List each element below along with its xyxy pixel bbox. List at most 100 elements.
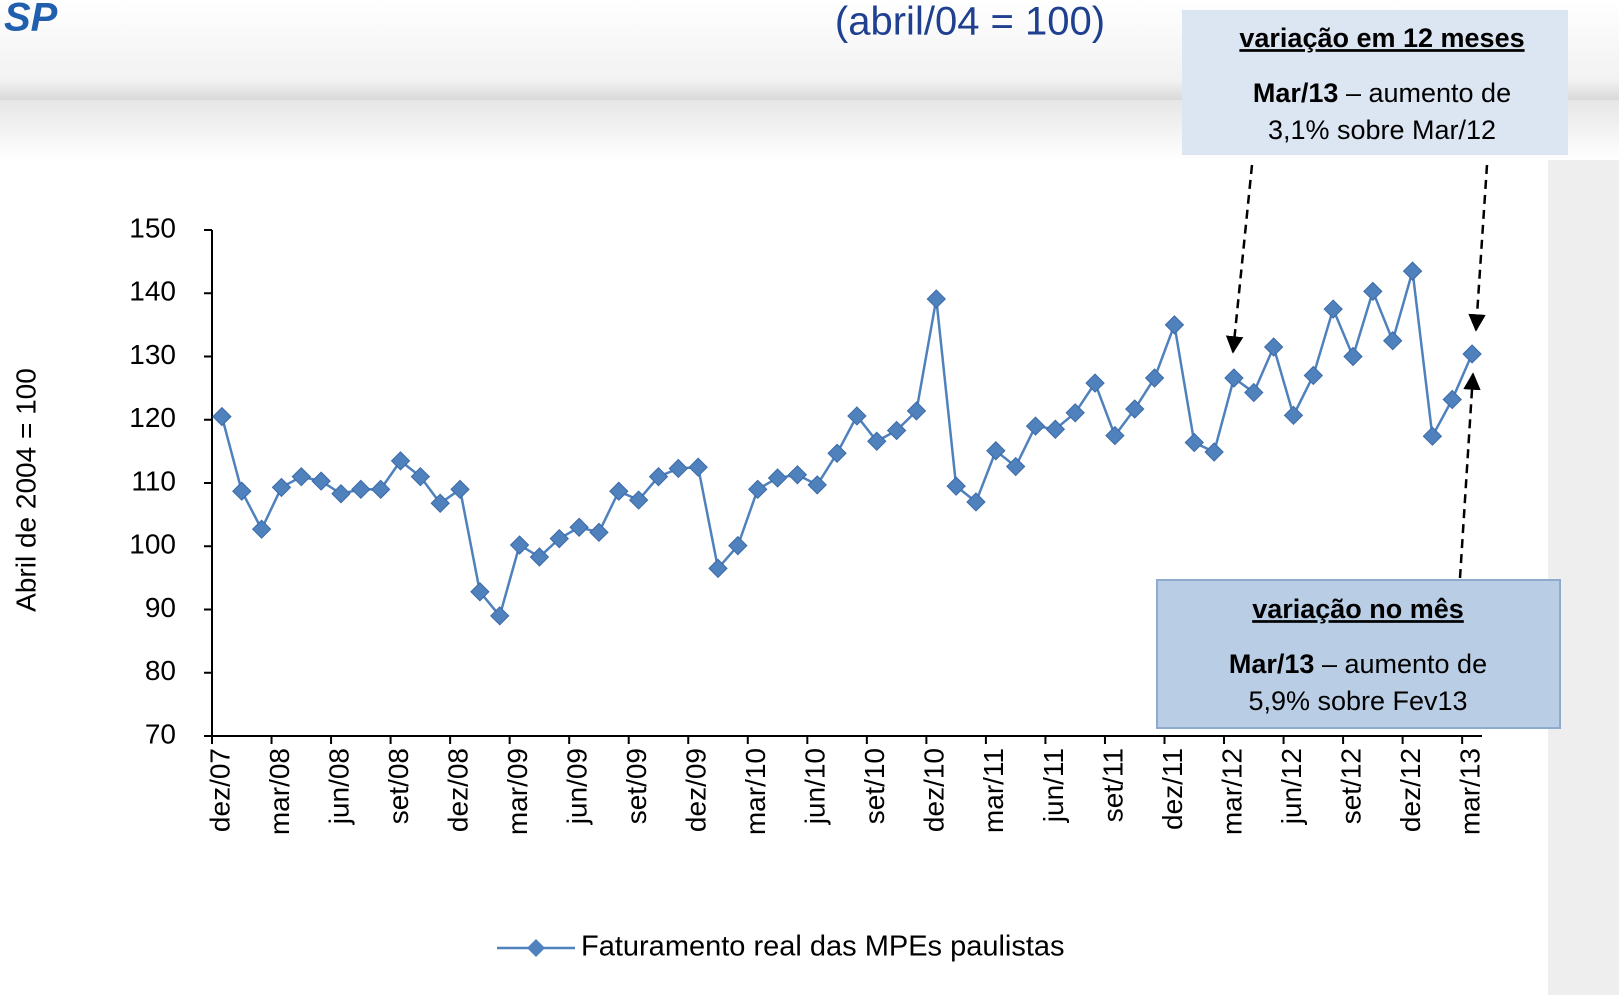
plot: 70 80 90 100 110 120 130 140 150 dez/07 mar/08 jun/… [129, 212, 1485, 962]
x-tick-label: mar/09 [502, 748, 533, 835]
data-point [1025, 416, 1046, 436]
annotation-text-1: – aumento de [1346, 78, 1511, 108]
data-point [1343, 346, 1363, 367]
data-point [668, 458, 689, 479]
annotation-title: variação em 12 meses [1239, 23, 1524, 53]
data-point [1303, 365, 1324, 386]
logo: SP [4, 0, 58, 40]
series-line [220, 270, 1474, 619]
x-tick-label: jun/09 [562, 748, 593, 825]
annotation-text: Mar/13 – aumento de [1229, 649, 1487, 679]
data-point [787, 465, 808, 485]
x-tick-label: set/12 [1335, 748, 1366, 824]
x-tick-label: mar/13 [1454, 748, 1485, 835]
data-point [311, 471, 331, 491]
data-point [628, 490, 649, 510]
x-tick-label: set/11 [1097, 748, 1128, 822]
y-tick-label: 100 [129, 529, 176, 560]
data-point [747, 479, 768, 500]
data-point [1144, 368, 1165, 388]
data-point [1184, 432, 1204, 453]
x-tick-label: mar/10 [740, 748, 771, 835]
data-point [589, 522, 609, 543]
annotation-title: variação no mês [1252, 594, 1464, 624]
data-point [946, 476, 966, 496]
annotation-box [1156, 579, 1561, 729]
data-point [490, 606, 510, 626]
data-point [847, 406, 867, 426]
chart-subtitle: (abril/04 = 100) [835, 0, 1105, 44]
x-tick-label: jun/12 [1276, 748, 1307, 825]
data-point [966, 492, 986, 512]
data-point [430, 493, 450, 513]
data-point [767, 468, 788, 488]
legend-marker [527, 939, 545, 957]
data-point [370, 479, 391, 500]
data-point [251, 519, 272, 539]
data-point [1204, 442, 1224, 462]
x-tick-label: jun/11 [1038, 748, 1069, 823]
x-tick-label: set/08 [383, 748, 414, 824]
data-point [986, 441, 1006, 461]
annotation-box [1182, 10, 1568, 155]
annotation-text-2: 3,1% sobre Mar/12 [1268, 115, 1496, 145]
data-point [331, 484, 351, 504]
x-tick-label: mar/12 [1216, 748, 1247, 835]
x-tick-label: jun/10 [800, 748, 831, 825]
x-tick-label: mar/08 [264, 748, 295, 835]
data-point [1085, 373, 1105, 393]
data-point [1125, 399, 1145, 419]
arrow [1468, 164, 1489, 332]
data-point [886, 420, 907, 441]
annotation-text-1: – aumento de [1322, 649, 1487, 679]
data-point [569, 517, 589, 537]
y-tick-label: 80 [145, 655, 176, 686]
data-point [926, 289, 947, 309]
data-point [351, 479, 371, 500]
data-point [450, 479, 470, 500]
annotation-lead: Mar/13 [1253, 78, 1339, 108]
data-point [807, 475, 827, 495]
x-tick-label: mar/11 [978, 748, 1009, 833]
data-point [708, 558, 728, 579]
data-point [410, 466, 431, 487]
arrow [1225, 164, 1254, 354]
data-point [1442, 389, 1462, 410]
data-point [1164, 315, 1185, 335]
data-point [1263, 337, 1284, 357]
arrows [1225, 164, 1489, 579]
data-point [212, 406, 232, 427]
y-tick-label: 90 [145, 592, 176, 623]
arrow [1458, 372, 1481, 579]
x-tick-label: dez/08 [442, 748, 473, 832]
y-tick-label: 120 [129, 402, 176, 433]
annotation-text: Mar/13 – aumento de [1253, 78, 1511, 108]
data-point [1005, 456, 1026, 477]
y-tick-label: 150 [129, 212, 176, 243]
side-strip [1548, 160, 1619, 995]
data-point [648, 466, 669, 487]
data-point [291, 466, 312, 487]
data-point [232, 481, 252, 501]
annotation-12m: variação em 12 meses Mar/13 – aumento de… [1182, 10, 1568, 155]
y-tick-label: 110 [131, 465, 176, 496]
data-point [1382, 330, 1403, 351]
data-point [549, 528, 569, 549]
data-point [609, 481, 629, 501]
data-point [1244, 382, 1264, 403]
x-tick-label: dez/11 [1157, 748, 1188, 830]
data-point [1363, 281, 1383, 302]
y-tick-label: 130 [129, 339, 176, 370]
annotation-text-2: 5,9% sobre Fev13 [1248, 686, 1467, 716]
y-tick-label: 70 [145, 718, 176, 749]
data-point [1105, 425, 1125, 446]
annotation-lead: Mar/13 [1229, 649, 1315, 679]
data-point [906, 401, 927, 421]
data-point [1402, 261, 1423, 281]
legend-label: Faturamento real das MPEs paulistas [581, 931, 1065, 963]
data-point [867, 431, 887, 451]
x-tick-label: dez/12 [1395, 748, 1426, 832]
y-tick-label: 140 [129, 276, 176, 307]
